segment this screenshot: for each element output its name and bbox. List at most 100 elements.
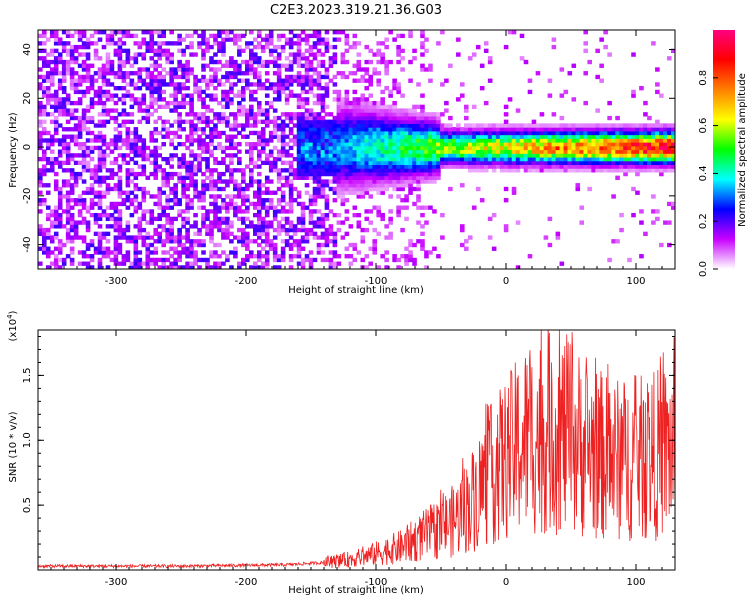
heatmap-cell (260, 224, 266, 229)
heatmap-cell (121, 48, 127, 53)
heatmap-cell (233, 235, 238, 240)
heatmap-cell (471, 134, 477, 139)
heatmap-cell (463, 239, 469, 244)
heatmap-cell (316, 134, 322, 139)
heatmap-cell (252, 265, 258, 269)
heatmap-cell (292, 168, 298, 173)
heatmap-cell (81, 153, 87, 158)
heatmap-cell (515, 138, 521, 143)
heatmap-cell (45, 78, 51, 83)
heatmap-cell (145, 254, 151, 259)
heatmap-cell (336, 134, 342, 139)
heatmap-cell (615, 168, 620, 173)
heatmap-cell (201, 97, 206, 102)
heatmap-cell (603, 164, 608, 169)
heatmap-cell (177, 265, 182, 269)
heatmap-cell (241, 194, 246, 199)
heatmap-cell (89, 41, 95, 46)
heatmap-cell (623, 134, 628, 139)
heatmap-cell (201, 142, 206, 147)
heatmap-cell (324, 89, 330, 95)
heatmap-cell (631, 156, 636, 162)
heatmap-cell (304, 130, 310, 136)
heatmap-cell (268, 30, 274, 35)
heatmap-cell (328, 239, 334, 244)
heatmap-cell (312, 142, 318, 147)
heatmap-cell (352, 44, 358, 50)
heatmap-cell (117, 41, 123, 46)
heatmap-cell (579, 164, 585, 169)
heatmap-cell (404, 175, 409, 180)
heatmap-cell (77, 44, 83, 50)
heatmap-cell (181, 63, 186, 68)
heatmap-cell (316, 59, 322, 65)
heatmap-cell (288, 127, 294, 132)
heatmap-cell (623, 138, 628, 143)
heatmap-cell (340, 179, 346, 184)
heatmap-cell (324, 153, 330, 158)
heatmap-cell (105, 56, 111, 61)
heatmap-cell (595, 123, 600, 128)
heatmap-cell (523, 59, 529, 65)
heatmap-cell (61, 134, 67, 139)
heatmap-cell (157, 48, 163, 53)
heatmap-cell (252, 212, 258, 218)
heatmap-cell (643, 134, 648, 139)
heatmap-cell (384, 108, 389, 113)
heatmap-cell (61, 71, 67, 76)
heatmap-cell (109, 175, 115, 180)
heatmap-cell (400, 93, 405, 98)
heatmap-cell (197, 231, 202, 236)
heatmap-cell (161, 97, 166, 102)
heatmap-cell (292, 198, 298, 203)
heatmap-cell (344, 108, 350, 113)
heatmap-cell (356, 164, 362, 169)
heatmap-cell (320, 224, 326, 229)
heatmap-cell (372, 112, 378, 117)
heatmap-cell (292, 254, 298, 259)
heatmap-cell (252, 115, 258, 121)
heatmap-cell (424, 168, 429, 173)
heatmap-cell (161, 168, 166, 173)
heatmap-cell (113, 145, 119, 151)
heatmap-cell (256, 156, 262, 162)
heatmap-cell (511, 30, 517, 35)
heatmap-cell (368, 186, 374, 192)
heatmap-cell (165, 52, 170, 57)
heatmap-cell (456, 52, 461, 57)
heatmap-cell (49, 239, 55, 244)
heatmap-cell (591, 123, 596, 128)
heatmap-cell (479, 123, 485, 128)
heatmap-cell (38, 145, 43, 151)
heatmap-cell (276, 209, 282, 214)
heatmap-cell (165, 250, 170, 255)
heatmap-cell (499, 164, 505, 169)
heatmap-cell (57, 216, 63, 222)
heatmap-cell (272, 59, 278, 65)
heatmap-cell (73, 183, 79, 188)
heatmap-cell (105, 224, 111, 229)
heatmap-cell (396, 123, 401, 128)
heatmap-cell (189, 183, 194, 188)
heatmap-cell (217, 115, 222, 121)
heatmap-cell (392, 149, 397, 154)
heatmap-cell (113, 239, 119, 244)
heatmap-cell (141, 194, 147, 199)
heatmap-cell (400, 115, 405, 121)
heatmap-cell (233, 71, 238, 76)
heatmap-cell (396, 149, 401, 154)
heatmap-cell (436, 112, 441, 117)
heatmap-cell (360, 145, 366, 151)
heatmap-cell (121, 112, 127, 117)
heatmap-cell (41, 63, 47, 68)
heatmap-cell (507, 149, 513, 154)
heatmap-cell (380, 168, 385, 173)
heatmap-cell (296, 246, 302, 251)
heatmap-cell (416, 194, 421, 199)
heatmap-cell (667, 142, 672, 147)
heatmap-cell (109, 41, 115, 46)
heatmap-cell (663, 142, 668, 147)
heatmap-cell (499, 123, 505, 128)
heatmap-cell (237, 33, 242, 39)
heatmap-cell (45, 52, 51, 57)
